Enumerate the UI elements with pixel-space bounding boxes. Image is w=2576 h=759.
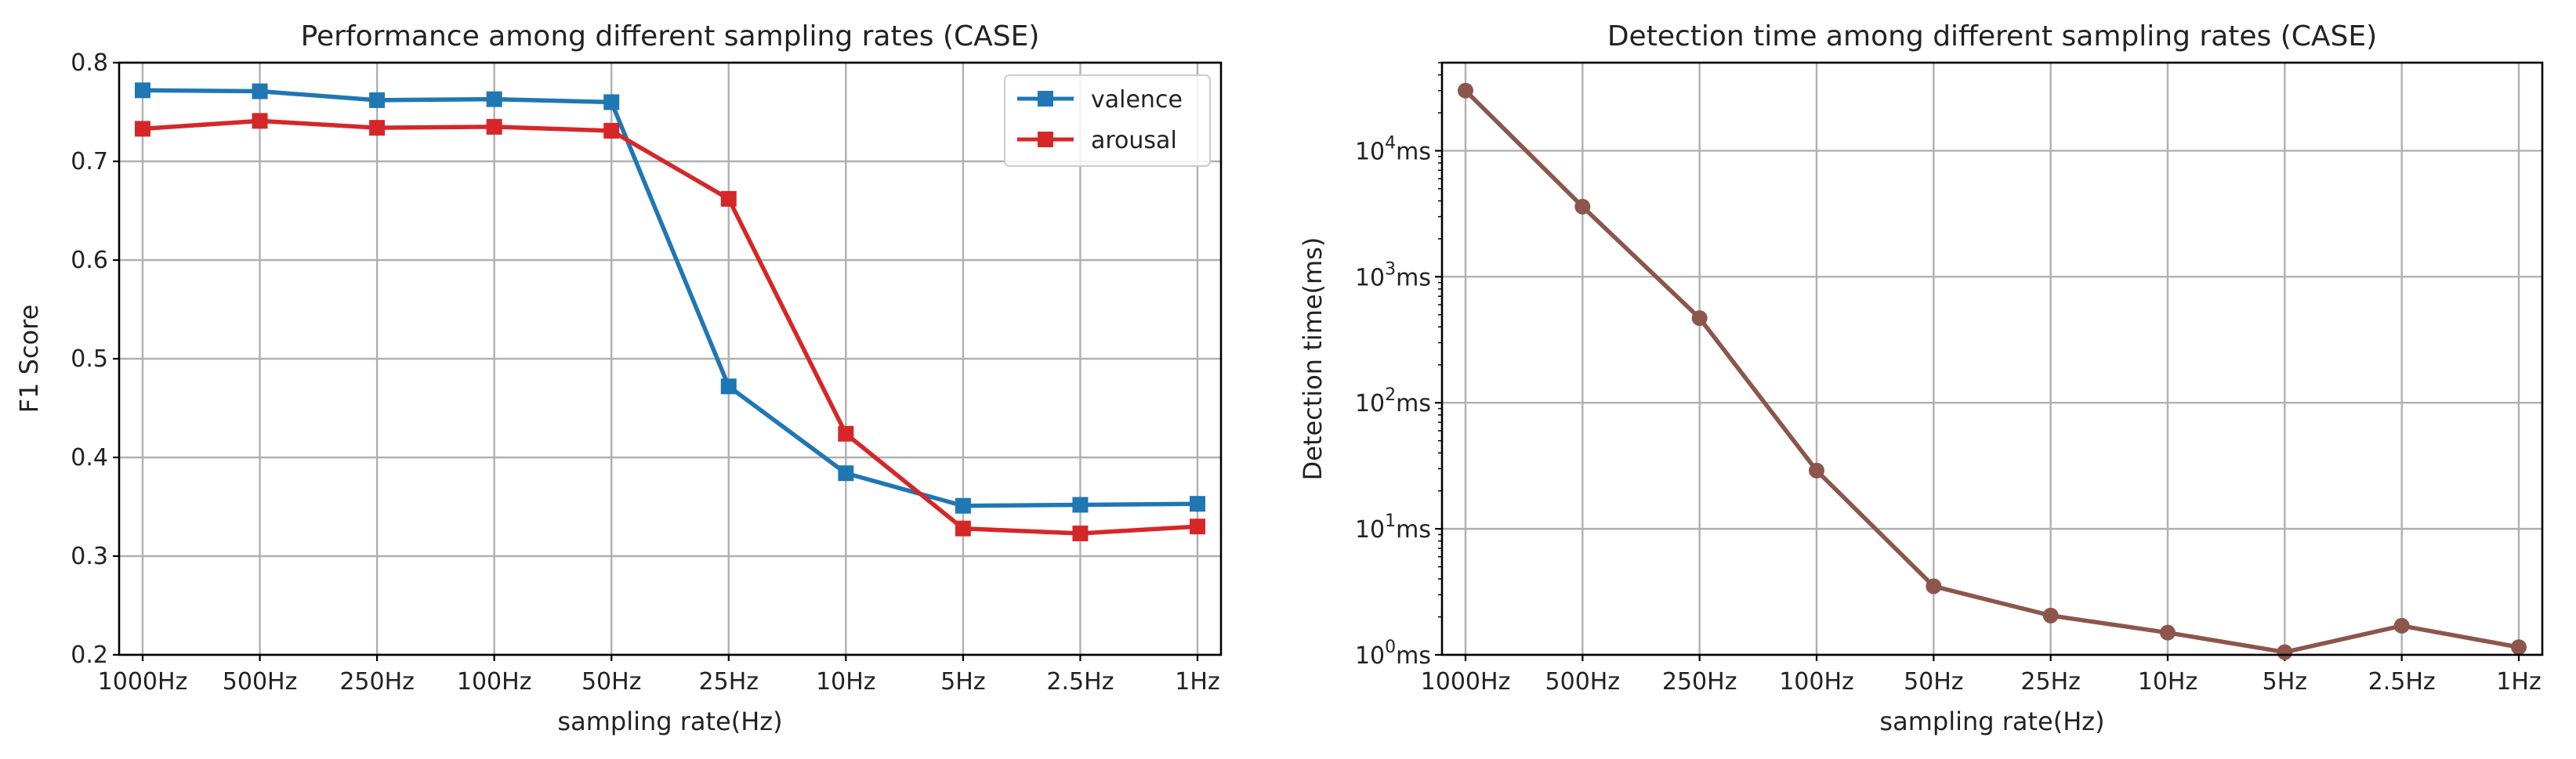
chart1-title: Performance among different sampling rat… bbox=[301, 20, 1040, 52]
y-tick-label: 102ms bbox=[1355, 385, 1431, 417]
legend-arousal-marker bbox=[1038, 132, 1053, 147]
data-point-arousal bbox=[135, 121, 150, 137]
x-tick-label: 500Hz bbox=[1545, 668, 1621, 696]
legend-arousal-label: arousal bbox=[1091, 127, 1177, 154]
data-point-valence bbox=[720, 378, 737, 395]
data-point-detection-time bbox=[1926, 578, 1942, 595]
data-point-detection-time bbox=[2160, 624, 2176, 641]
chart1-y-axis-label: F1 Score bbox=[14, 305, 44, 414]
y-tick-label: 100ms bbox=[1355, 638, 1431, 670]
detection-time-chart: Detection time among different sampling … bbox=[1298, 20, 2544, 736]
x-tick-label: 10Hz bbox=[816, 668, 875, 696]
chart1-plot-frame bbox=[118, 61, 1223, 656]
x-tick-label: 1Hz bbox=[2496, 668, 2541, 696]
chart2-plot-frame bbox=[1440, 61, 2544, 656]
series-line-arousal bbox=[142, 118, 1198, 536]
chart2-title: Detection time among different sampling … bbox=[1607, 20, 2377, 52]
y-tick-label: 0.6 bbox=[71, 247, 108, 274]
data-point-detection-time bbox=[1458, 82, 1473, 99]
data-point-arousal bbox=[486, 118, 502, 135]
x-tick-label: 2.5Hz bbox=[2368, 668, 2436, 696]
x-tick-label: 1000Hz bbox=[98, 668, 188, 696]
f1-score-chart: Performance among different sampling rat… bbox=[14, 20, 1223, 736]
data-point-arousal bbox=[1072, 526, 1089, 542]
x-tick-label: 5Hz bbox=[940, 668, 985, 696]
chart1-x-axis-label: sampling rate(Hz) bbox=[557, 707, 782, 736]
series-line-valence bbox=[142, 88, 1198, 508]
data-point-detection-time bbox=[1809, 462, 1824, 479]
chart2-y-axis-label: Detection time(ms) bbox=[1298, 237, 1328, 481]
x-tick-label: 250Hz bbox=[339, 668, 415, 696]
y-tick-label: 0.7 bbox=[71, 148, 108, 175]
x-tick-label: 1000Hz bbox=[1421, 668, 1511, 696]
chart2-x-axis-label: sampling rate(Hz) bbox=[1879, 707, 2104, 736]
y-tick-label: 0.5 bbox=[71, 345, 108, 373]
y-tick-label: 104ms bbox=[1355, 133, 1431, 165]
legend-valence-marker bbox=[1038, 91, 1053, 107]
x-tick-label: 2.5Hz bbox=[1046, 668, 1114, 696]
data-point-detection-time bbox=[2511, 639, 2527, 656]
data-point-arousal bbox=[369, 120, 386, 136]
y-tick-label: 0.8 bbox=[71, 49, 108, 77]
data-point-detection-time bbox=[2277, 644, 2293, 660]
x-tick-label: 1Hz bbox=[1175, 668, 1219, 696]
series-line-detection-time bbox=[1464, 89, 2520, 655]
x-tick-label: 50Hz bbox=[582, 668, 641, 696]
x-tick-label: 50Hz bbox=[1904, 668, 1963, 696]
x-tick-label: 25Hz bbox=[699, 668, 759, 696]
data-point-detection-time bbox=[1574, 198, 1591, 215]
y-tick-label: 0.2 bbox=[71, 642, 108, 669]
legend-valence-label: valence bbox=[1091, 86, 1183, 114]
data-point-valence bbox=[252, 83, 268, 99]
data-point-valence bbox=[1190, 496, 1205, 512]
chart1-legend: valence arousal bbox=[1004, 74, 1211, 167]
data-point-detection-time bbox=[2042, 607, 2059, 623]
data-point-arousal bbox=[838, 425, 854, 442]
y-tick-label: 103ms bbox=[1355, 259, 1431, 291]
data-point-detection-time bbox=[2393, 617, 2410, 634]
x-tick-label: 250Hz bbox=[1662, 668, 1737, 696]
data-point-valence bbox=[1072, 497, 1089, 513]
x-tick-label: 100Hz bbox=[1779, 668, 1854, 696]
data-point-arousal bbox=[1190, 519, 1205, 535]
data-point-arousal bbox=[720, 190, 737, 207]
data-point-valence bbox=[135, 82, 150, 99]
data-point-arousal bbox=[252, 113, 268, 129]
data-point-valence bbox=[603, 94, 620, 110]
data-point-arousal bbox=[955, 520, 971, 537]
data-point-valence bbox=[955, 497, 971, 514]
data-point-valence bbox=[486, 91, 502, 107]
data-point-detection-time bbox=[1691, 310, 1708, 327]
x-tick-label: 100Hz bbox=[457, 668, 532, 696]
data-point-arousal bbox=[603, 122, 620, 139]
x-tick-label: 500Hz bbox=[223, 668, 298, 696]
data-point-valence bbox=[838, 465, 854, 482]
y-tick-label: 0.4 bbox=[71, 444, 108, 472]
y-tick-label: 101ms bbox=[1355, 511, 1431, 544]
y-tick-label: 0.3 bbox=[71, 543, 108, 570]
data-point-valence bbox=[369, 92, 386, 108]
x-tick-label: 10Hz bbox=[2138, 668, 2197, 696]
x-tick-label: 25Hz bbox=[2020, 668, 2080, 696]
x-tick-label: 5Hz bbox=[2263, 668, 2307, 696]
